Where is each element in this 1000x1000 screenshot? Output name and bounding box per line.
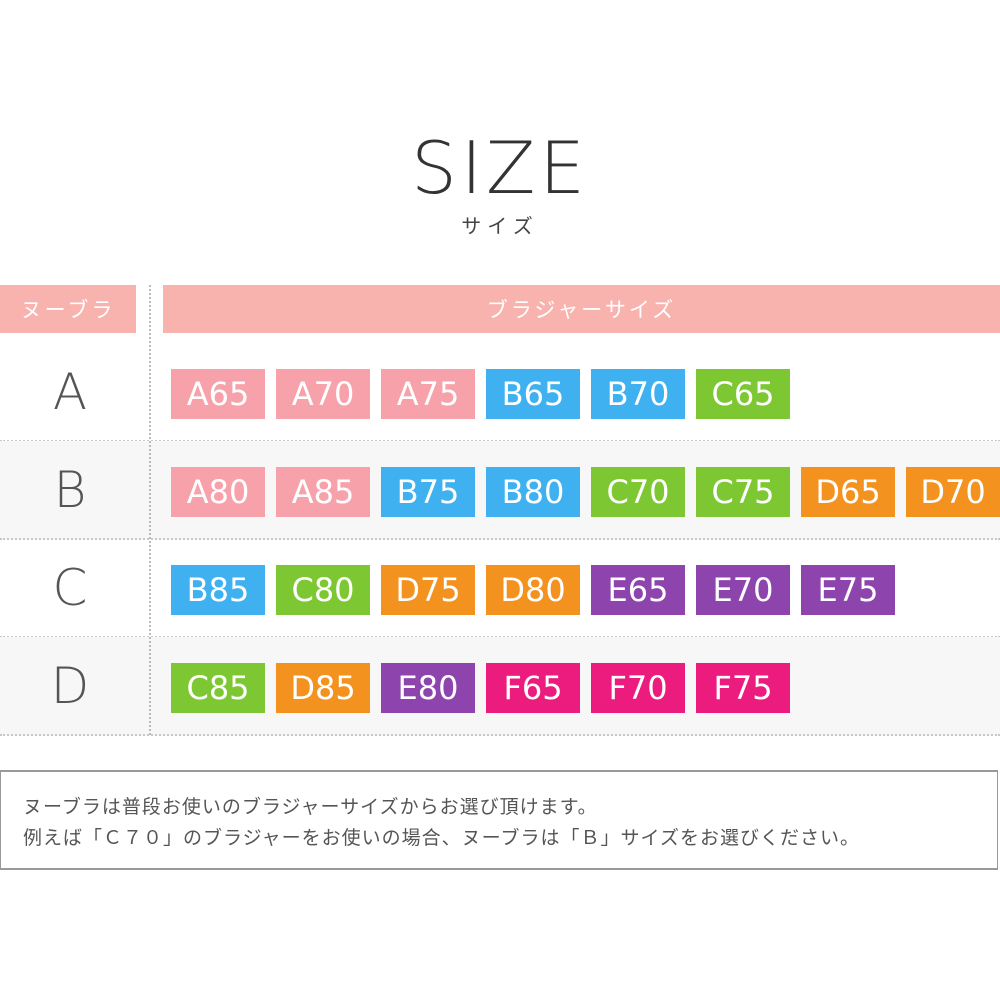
bra-size-chip: D75 xyxy=(381,565,475,615)
bra-size-chip: A65 xyxy=(171,369,265,419)
table-row: B A80 A85 B75 B80 C70 C75 D65 D70 xyxy=(0,441,1000,540)
note-line-1: ヌーブラは普段お使いのブラジャーサイズからお選び頂けます。 xyxy=(23,796,598,818)
nubra-size-label: D xyxy=(50,656,90,715)
bra-size-chip: E70 xyxy=(696,565,790,615)
bra-size-chip: F75 xyxy=(696,663,790,713)
bra-size-chip: A70 xyxy=(276,369,370,419)
bra-size-chip: D70 xyxy=(906,467,1000,517)
table-row: D C85 D85 E80 F65 F70 F75 xyxy=(0,637,1000,736)
bra-size-list: C85 D85 E80 F65 F70 F75 xyxy=(171,663,790,713)
bra-size-chip: A80 xyxy=(171,467,265,517)
nubra-size-label: B xyxy=(53,460,87,519)
bra-size-chip: B80 xyxy=(486,467,580,517)
bra-size-chip: B85 xyxy=(171,565,265,615)
bra-size-chip: C80 xyxy=(276,565,370,615)
bra-size-chip: C85 xyxy=(171,663,265,713)
bra-size-chip: C65 xyxy=(696,369,790,419)
bra-size-chip: B75 xyxy=(381,467,475,517)
table-row: A A65 A70 A75 B65 B70 C65 xyxy=(0,343,1000,442)
page-title: SIZE xyxy=(411,126,589,210)
bra-size-list: A80 A85 B75 B80 C70 C75 D65 D70 xyxy=(171,467,1000,517)
column-divider xyxy=(149,285,151,735)
bra-size-chip: E80 xyxy=(381,663,475,713)
bra-size-chip: D85 xyxy=(276,663,370,713)
bra-size-chip: A75 xyxy=(381,369,475,419)
note-line-2: 例えば「Ｃ７０」のブラジャーをお使いの場合、ヌーブラは「Ｂ」サイズをお選びくださ… xyxy=(23,827,860,849)
bra-size-chip: F70 xyxy=(591,663,685,713)
bra-size-chip: A85 xyxy=(276,467,370,517)
page-subtitle: サイズ xyxy=(461,214,539,238)
bra-size-list: B85 C80 D75 D80 E65 E70 E75 xyxy=(171,565,895,615)
bra-size-chip: B65 xyxy=(486,369,580,419)
bra-size-list: A65 A70 A75 B65 B70 C65 xyxy=(171,369,790,419)
header-nubra: ヌーブラ xyxy=(0,285,136,333)
size-note: ヌーブラは普段お使いのブラジャーサイズからお選び頂けます。 例えば「Ｃ７０」のブ… xyxy=(0,770,998,870)
bra-size-chip: D80 xyxy=(486,565,580,615)
bra-size-chip: E65 xyxy=(591,565,685,615)
bra-size-chip: B70 xyxy=(591,369,685,419)
bra-size-chip: C75 xyxy=(696,467,790,517)
table-row: C B85 C80 D75 D80 E65 E70 E75 xyxy=(0,539,1000,638)
bra-size-chip: C70 xyxy=(591,467,685,517)
bra-size-chip: E75 xyxy=(801,565,895,615)
bra-size-chip: F65 xyxy=(486,663,580,713)
nubra-size-label: A xyxy=(52,362,88,421)
header-bra-size: ブラジャーサイズ xyxy=(163,285,1000,333)
bra-size-chip: D65 xyxy=(801,467,895,517)
nubra-size-label: C xyxy=(52,558,88,617)
